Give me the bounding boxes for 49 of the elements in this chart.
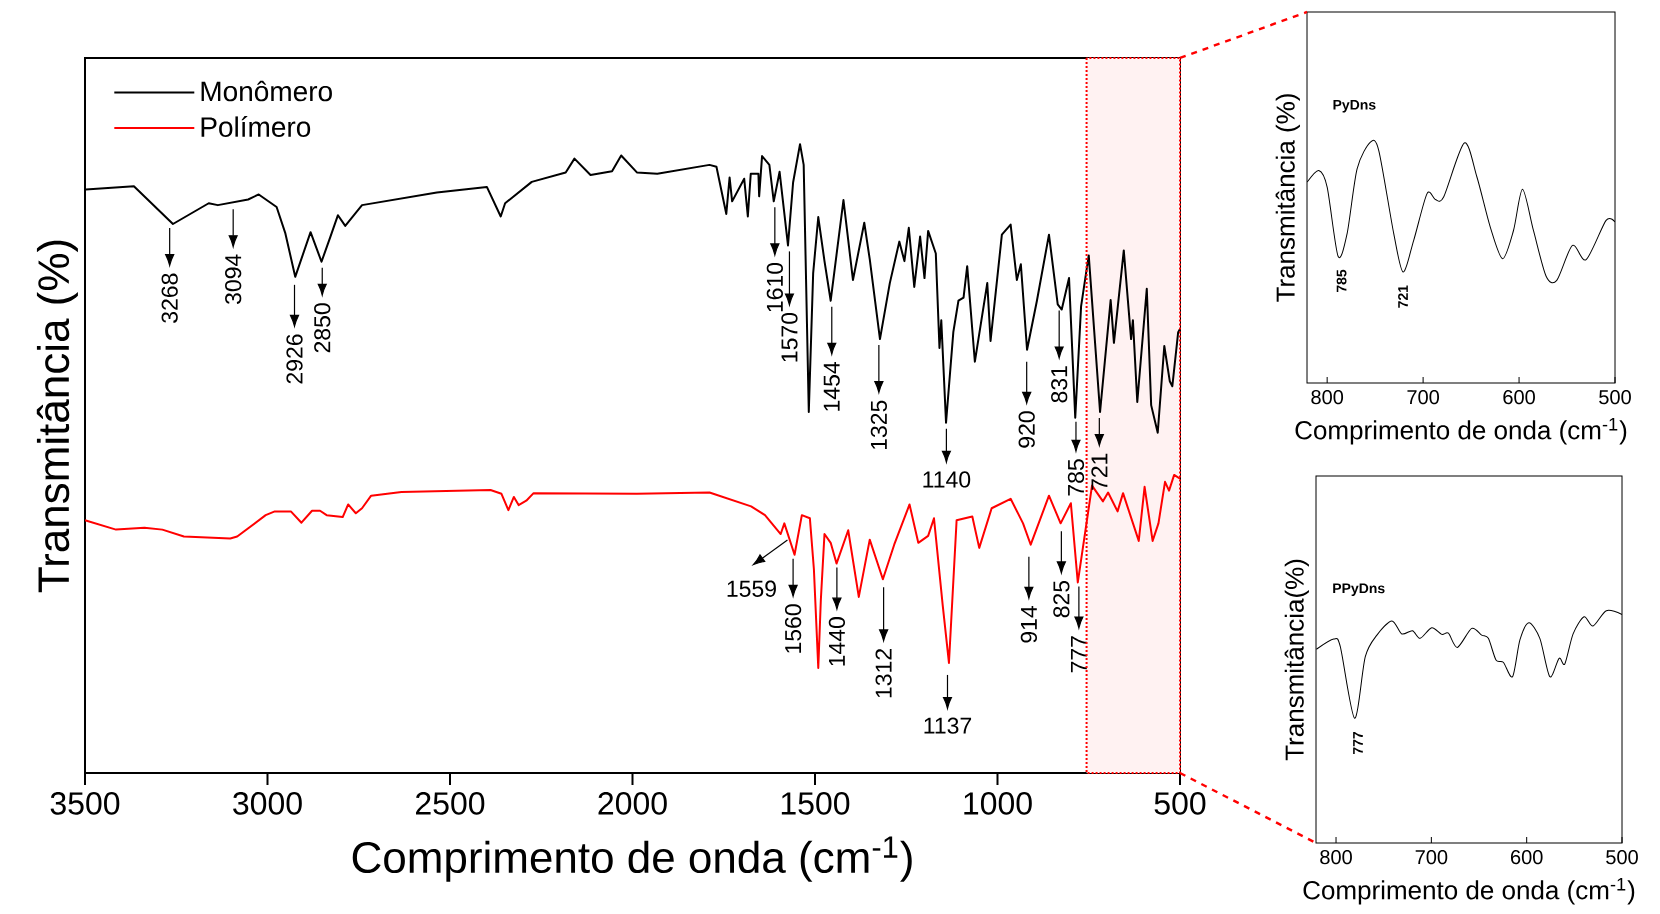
x-tick-label: 700 (1407, 390, 1440, 405)
x-axis-title: Comprimento de onda (cm$^{-1}$) (1303, 877, 1635, 905)
legend-label: Polímero (201, 116, 311, 137)
annotation: 1325 (870, 400, 888, 450)
x-tick-label: 1000 (964, 792, 1032, 815)
x-axis-title: Comprimento de onda (cm$^{-1}$) (352, 836, 912, 882)
x-tick-label: 800 (1311, 390, 1344, 405)
annotation: 3094 (225, 254, 242, 305)
x-axis-title: Comprimento de onda (cm$^{-1}$) (1295, 417, 1627, 445)
annotation: 1440 (828, 617, 846, 666)
x-tick-label: 500 (1599, 390, 1631, 405)
x-tick-label: 700 (1415, 850, 1448, 865)
x-tick-label: 500 (1154, 792, 1206, 815)
annotation: 2850 (314, 303, 331, 353)
annotation: 1570 (781, 312, 798, 362)
annotation: 777 (1353, 731, 1363, 755)
y-axis-title: Transmitância (%) (36, 240, 78, 593)
annotation: 2926 (286, 334, 303, 384)
x-tick-label: 2000 (598, 792, 667, 815)
x-tick-label: 3000 (233, 792, 302, 815)
annotation: 1610 (766, 262, 783, 312)
annotation: 777 (1070, 636, 1087, 673)
x-tick-label: 600 (1511, 850, 1543, 865)
annotation: 1140 (923, 471, 971, 488)
annotation: 920 (1018, 411, 1035, 448)
annotation: 914 (1020, 606, 1038, 643)
annotation: 1137 (924, 717, 972, 734)
x-tick-label: 3500 (50, 792, 120, 815)
annotation: 1312 (875, 649, 892, 698)
annotation: 831 (1051, 366, 1068, 403)
text: PyDns (1333, 99, 1376, 113)
annotation: 785 (1336, 269, 1347, 293)
x-tick-label: 1500 (781, 792, 850, 815)
annotation: 1559 (727, 580, 776, 597)
x-tick-label: 500 (1606, 850, 1638, 865)
x-tick-label: 800 (1320, 850, 1352, 865)
legend-label: Monômero (201, 80, 332, 102)
annotation: 721 (1398, 285, 1408, 308)
annotation: 1560 (784, 604, 802, 653)
annotation: 1454 (823, 362, 840, 411)
annotation: 825 (1053, 580, 1070, 618)
annotation: 785 (1067, 459, 1085, 496)
x-tick-label: 600 (1503, 390, 1535, 405)
annotation: 3268 (161, 273, 178, 323)
annotation: 721 (1091, 453, 1108, 490)
x-tick-label: 2500 (416, 792, 485, 815)
text: PPyDns (1333, 583, 1385, 597)
y-axis-title: Transmitância(%) (1284, 559, 1309, 761)
y-axis-title: Transmitância (%) (1275, 94, 1300, 302)
